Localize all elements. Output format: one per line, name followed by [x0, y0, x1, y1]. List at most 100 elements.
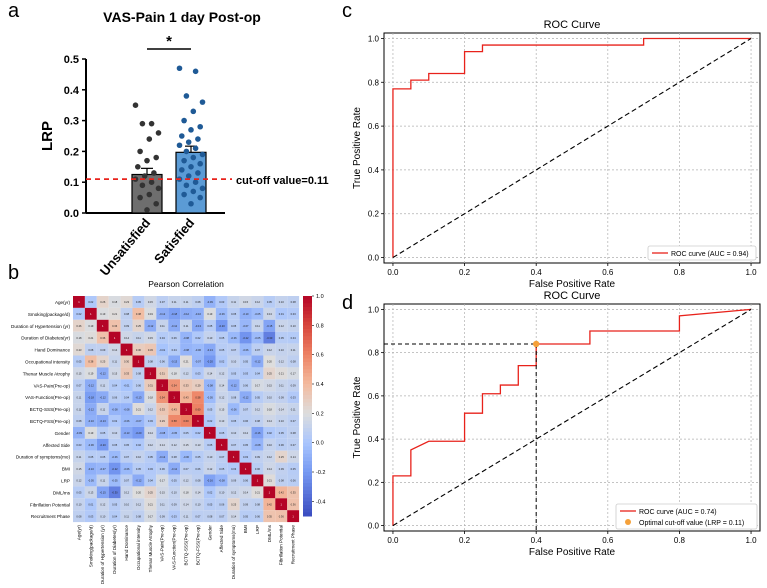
data-point — [139, 182, 146, 189]
heatmap-cell-value: 0.35 — [291, 491, 297, 495]
colorbar-segment — [303, 398, 312, 403]
heatmap-cell — [239, 379, 252, 392]
heatmap-cell-value: 0.11 — [172, 300, 177, 304]
heatmap-cell — [96, 307, 109, 320]
colorbar-segment — [303, 472, 312, 477]
data-point — [179, 167, 185, 173]
heatmap-cell — [263, 510, 276, 523]
colorbar-segment — [303, 446, 312, 451]
heatmap-cell — [180, 415, 192, 427]
heatmap-cell — [251, 319, 264, 332]
heatmap-cell — [156, 426, 169, 439]
heatmap-cell-value: 0.10 — [112, 431, 118, 435]
heatmap-cell-value: 0.03 — [291, 312, 297, 316]
heatmap-cell — [192, 343, 204, 356]
heatmap-cell — [144, 355, 157, 368]
heatmap-cell-value: -0.01 — [159, 348, 165, 352]
heatmap-col-label: BCTQ-FSS(Pre-op) — [195, 525, 200, 566]
colorbar-segment — [303, 431, 312, 436]
heatmap-cell-value: 0.09 — [279, 395, 285, 399]
colorbar-segment — [303, 428, 312, 433]
heatmap-cell-value: 0.05 — [231, 372, 237, 376]
heatmap-cell — [287, 343, 300, 356]
heatmap-cell-value: 0.01 — [88, 502, 94, 506]
heatmap-cell-value: 0.08 — [231, 395, 237, 399]
heatmap-cell — [156, 319, 169, 332]
heatmap-cell-value: 0.20 — [136, 491, 142, 495]
colorbar-segment — [303, 486, 312, 491]
heatmap-cell — [156, 415, 169, 427]
heatmap-cell-value: -0.05 — [88, 479, 94, 483]
heatmap-cell-value: 0.10 — [136, 455, 142, 459]
heatmap-cell-value: 0.02 — [136, 443, 142, 447]
heatmap-cell — [227, 391, 240, 404]
colorbar-segment — [303, 343, 312, 348]
heatmap-cell-value: -0.12 — [171, 324, 177, 328]
heatmap-cell — [251, 498, 264, 511]
heatmap-cell-value: 0.33 — [184, 383, 190, 387]
y-tick-label: 0.0 — [64, 208, 79, 220]
heatmap-cell-value: 0.12 — [255, 407, 261, 411]
heatmap-row-label: DML/ms — [53, 490, 71, 495]
heatmap-cell-value: 0.01 — [279, 312, 285, 316]
heatmap-cell-value: 0.18 — [76, 336, 82, 340]
heatmap-cell-value: 1 — [150, 372, 152, 376]
heatmap-cell-value: 0.05 — [172, 479, 178, 483]
heatmap-cell-value: 0.21 — [88, 336, 94, 340]
heatmap-cell-value: 0.11 — [291, 348, 296, 352]
colorbar-segment — [303, 409, 312, 414]
heatmap-cell — [96, 403, 109, 415]
heatmap-cell — [108, 426, 121, 439]
heatmap-cell-value: 0.12 — [219, 395, 225, 399]
heatmap-cell — [251, 391, 264, 404]
heatmap-cell — [251, 486, 264, 499]
heatmap-cell-value: 0.08 — [124, 312, 130, 316]
heatmap-cell — [239, 391, 252, 404]
heatmap-cell-value: 0.14 — [267, 419, 273, 423]
heatmap-cell-value: 0.15 — [76, 372, 82, 376]
heatmap-cell-value: 0.17 — [148, 514, 154, 518]
heatmap-cell-value: 0.25 — [231, 502, 237, 506]
heatmap-cell-value: 0.10 — [279, 300, 285, 304]
heatmap-cell — [132, 474, 145, 487]
heatmap-cell-value: -0.12 — [159, 312, 165, 316]
heatmap-cell-value: -0.13 — [171, 360, 177, 364]
heatmap-cell-value: 0.36 — [100, 336, 106, 340]
heatmap-cell — [192, 403, 204, 415]
heatmap-cell-value: 0.09 — [291, 383, 297, 387]
heatmap-cell-value: 0.02 — [112, 419, 118, 423]
heatmap-cell-value: 0.04 — [160, 336, 166, 340]
heatmap-cell — [180, 403, 192, 415]
heatmap-cell-value: 0.10 — [124, 502, 130, 506]
heatmap-cell — [287, 367, 300, 380]
colorbar-segment — [303, 479, 312, 484]
heatmap-cell — [192, 296, 204, 308]
heatmap-cell — [192, 391, 204, 404]
heatmap-cell — [156, 331, 169, 344]
heatmap-cell-value: 0.08 — [207, 514, 213, 518]
heatmap-cell-value: 1 — [162, 383, 164, 387]
heatmap-cell — [96, 510, 109, 523]
heatmap-cell-value: 0.09 — [279, 467, 285, 471]
heatmap-cell — [263, 438, 276, 451]
roc-d-y-tick-label: 0.6 — [368, 392, 380, 401]
roc-c-roc-curve — [392, 37, 752, 258]
heatmap-cell — [203, 498, 216, 511]
data-point — [181, 191, 187, 198]
data-point — [155, 185, 162, 192]
heatmap-cell-value: 0.14 — [124, 336, 130, 340]
heatmap-cell-value: 0.08 — [136, 514, 142, 518]
heatmap-cell-value: -0.13 — [124, 431, 130, 435]
heatmap-cell-value: 1 — [197, 419, 199, 423]
heatmap-cell-value: 0.02 — [195, 336, 201, 340]
heatmap-cell-value: -0.06 — [88, 443, 94, 447]
heatmap-cell-value: 0.11 — [255, 324, 260, 328]
data-point — [192, 179, 199, 185]
data-point — [190, 108, 197, 115]
heatmap-cell — [287, 403, 300, 415]
heatmap-cell-value: -0.07 — [135, 419, 141, 423]
heatmap-cell — [120, 415, 133, 427]
heatmap-cell-value: -0.09 — [207, 300, 213, 304]
heatmap-cell-value: 0.33 — [160, 407, 166, 411]
